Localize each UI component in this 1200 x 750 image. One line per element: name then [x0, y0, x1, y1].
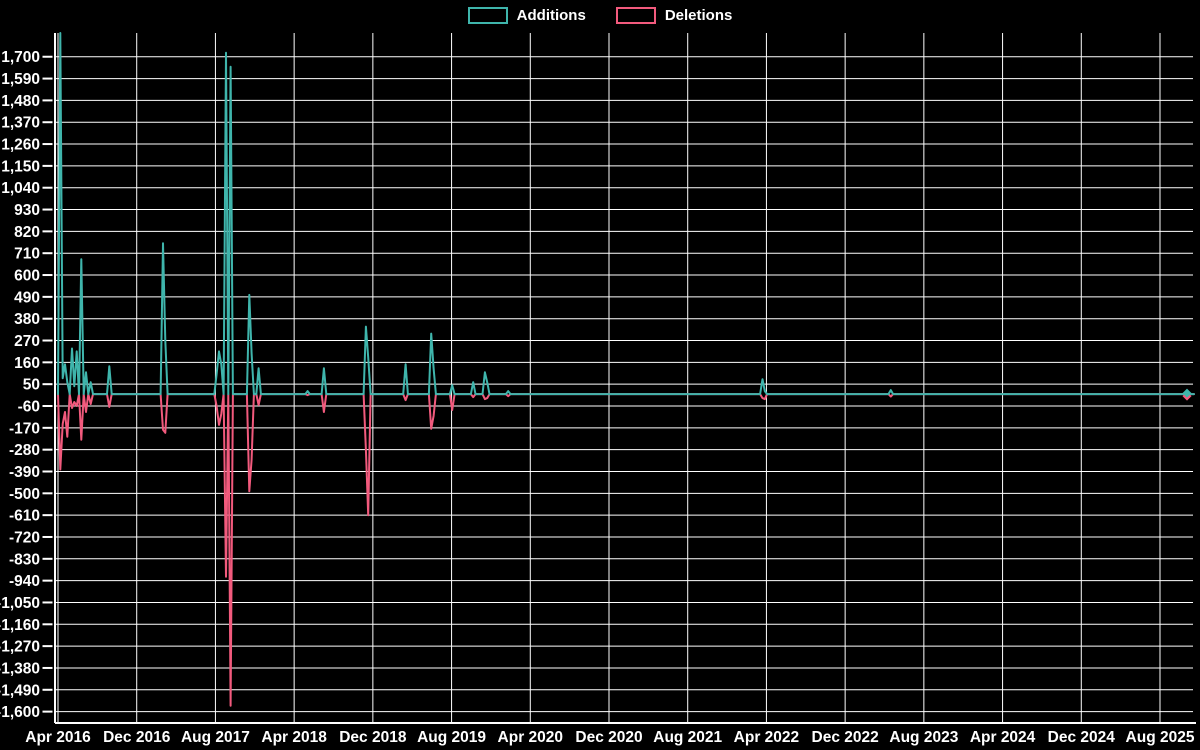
y-tick-label: -1,600: [0, 704, 40, 721]
y-tick-label: 930: [14, 202, 40, 219]
y-tick-label: 1,260: [1, 137, 40, 154]
deletions-label: Deletions: [664, 7, 733, 24]
additions-label: Additions: [516, 7, 586, 24]
additions-swatch-icon: [467, 7, 508, 24]
deletions-swatch-icon: [615, 7, 656, 24]
y-tick-label: -720: [9, 529, 40, 546]
x-tick-label: Apr 2016: [25, 729, 91, 746]
x-tick-label: Aug 2025: [1126, 729, 1195, 746]
y-tick-label: 1,370: [1, 115, 40, 132]
y-tick-label: 1,480: [1, 93, 40, 110]
y-tick-label: -1,270: [0, 639, 40, 656]
legend-item-additions[interactable]: Additions: [467, 7, 586, 24]
y-tick-label: 380: [14, 311, 40, 328]
x-tick-label: Aug 2023: [889, 729, 958, 746]
x-tick-label: Dec 2022: [812, 729, 879, 746]
y-tick-label: 1,700: [1, 49, 40, 66]
y-tick-label: -1,160: [0, 617, 40, 634]
y-tick-label: -610: [9, 508, 40, 525]
y-tick-label: -830: [9, 551, 40, 568]
y-tick-label: 270: [14, 333, 40, 350]
y-tick-label: -1,490: [0, 682, 40, 699]
y-tick-label: 820: [14, 224, 40, 241]
y-tick-label: 1,590: [1, 71, 40, 88]
y-tick-label: 160: [14, 355, 40, 372]
chart-legend: Additions Deletions: [0, 7, 1200, 24]
x-tick-label: Dec 2024: [1048, 729, 1116, 746]
x-tick-label: Apr 2024: [970, 729, 1036, 746]
additions-line[interactable]: [57, 32, 1195, 396]
axes: [54, 33, 1196, 724]
x-tick-label: Aug 2017: [181, 729, 250, 746]
x-tick-label: Apr 2022: [734, 729, 799, 746]
y-tick-label: -500: [9, 486, 40, 503]
x-tick-label: Aug 2021: [653, 729, 722, 746]
y-tick-label: -390: [9, 464, 40, 481]
y-tick-label: 1,150: [1, 158, 40, 175]
x-tick-label: Aug 2019: [417, 729, 486, 746]
y-tick-label: 710: [14, 246, 40, 263]
x-tick-label: Dec 2020: [575, 729, 642, 746]
x-tick-label: Apr 2018: [261, 729, 327, 746]
y-tick-label: -1,380: [0, 660, 40, 677]
y-tick-label: -170: [9, 420, 40, 437]
gridlines: [55, 33, 1193, 723]
y-tick-label: 490: [14, 289, 40, 306]
x-tick-label: Dec 2018: [339, 729, 407, 746]
x-axis-ticks: Apr 2016 Dec 2016 Aug 2017 Apr 2018 Dec 2018…: [25, 729, 1195, 746]
y-tick-label: -280: [9, 442, 40, 459]
additions-end-marker-icon: [1182, 388, 1192, 398]
y-axis-ticks: 1,700 1,590 1,480 1,370 1,260 1,150 1,040 930 82…: [0, 49, 53, 721]
y-tick-label: 50: [23, 377, 40, 394]
y-tick-label: 600: [14, 268, 40, 285]
legend-item-deletions[interactable]: Deletions: [615, 7, 733, 24]
y-tick-label: -60: [18, 399, 40, 416]
deletions-line[interactable]: [57, 393, 1195, 707]
y-tick-label: -940: [9, 573, 40, 590]
x-tick-label: Dec 2016: [103, 729, 171, 746]
x-tick-label: Apr 2020: [498, 729, 563, 746]
y-tick-label: -1,050: [0, 595, 40, 612]
y-tick-label: 1,040: [1, 180, 40, 197]
